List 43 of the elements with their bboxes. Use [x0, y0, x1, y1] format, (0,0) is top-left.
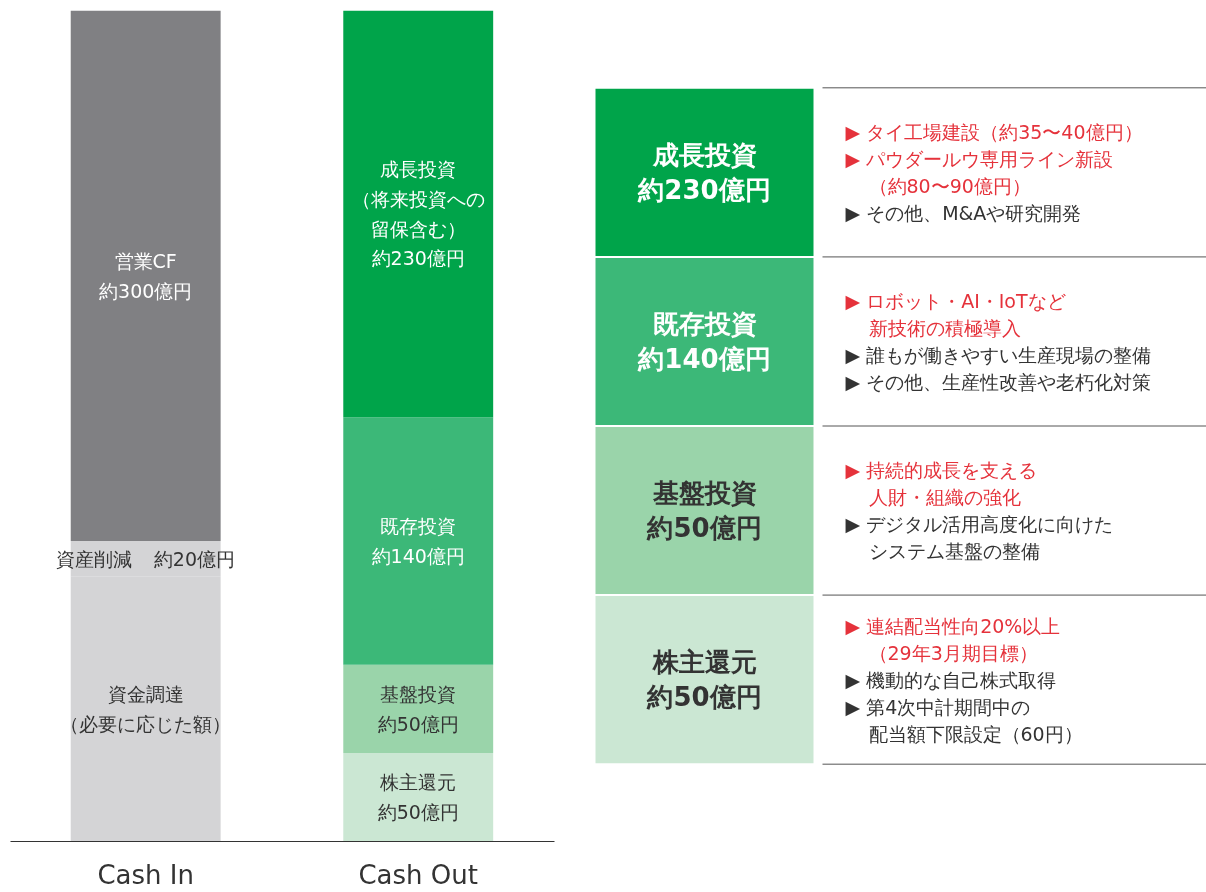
text: 約50億円	[647, 513, 762, 544]
text: ▶ ロボット・AI・IoTなど	[845, 289, 1066, 312]
data-label: 約20億円	[153, 547, 236, 570]
series-label: 資産削減	[56, 547, 133, 570]
text: ▶ 機動的な自己株式取得	[845, 668, 1057, 691]
text: 新技術の積極導入	[868, 316, 1021, 339]
text: ▶ 持続的成長を支える	[845, 459, 1038, 482]
series-label: 成長投資	[380, 158, 457, 181]
series-label: 既存投資	[380, 515, 457, 538]
text: ▶ デジタル活用高度化に向けた	[845, 513, 1114, 536]
text: 人財・組織の強化	[868, 486, 1021, 509]
text: 約230億円	[371, 247, 465, 270]
series-label: 基盤投資	[380, 683, 457, 706]
text: 留保含む）	[370, 217, 466, 240]
text: ▶ タイ工場建設（約35〜40億円）	[845, 120, 1143, 143]
text: ▶ その他、M&Aや研究開発	[845, 201, 1082, 224]
text: ▶ その他、生産性改善や老朽化対策	[845, 370, 1152, 393]
data-label: （必要に応じた額）	[60, 712, 232, 735]
data-label: 約50億円	[377, 801, 459, 824]
x-tick-label: Cash Out	[358, 859, 478, 890]
category-label: 成長投資	[652, 139, 757, 170]
text: 約140億円	[638, 344, 771, 375]
x-tick-label: Cash In	[97, 859, 194, 890]
text: （将来投資への	[351, 187, 485, 210]
category-label: 既存投資	[652, 308, 757, 339]
series-label: 株主還元	[379, 771, 457, 794]
text: （約80〜90億円）	[868, 174, 1031, 197]
text: ▶ 連結配当性向20%以上	[845, 614, 1061, 637]
text: 約50億円	[647, 682, 762, 713]
text: 約230億円	[638, 175, 771, 206]
data-label: 約140億円	[371, 544, 465, 567]
series-label: 資金調達	[107, 683, 184, 706]
series-label: 営業CF	[114, 249, 177, 272]
data-label: 約300億円	[99, 279, 193, 302]
text: ▶ パウダールウ専用ライン新設	[845, 147, 1114, 170]
text: ▶ 誰もが働きやすい生産現場の整備	[845, 343, 1152, 366]
text: 配当額下限設定（60円）	[868, 722, 1083, 745]
category-label: 基盤投資	[652, 477, 757, 508]
data-label: 約50億円	[377, 712, 459, 735]
category-label: 株主還元	[652, 646, 757, 677]
text: ▶ 第4次中計期間中の	[845, 695, 1031, 718]
text: システム基盤の整備	[868, 540, 1040, 563]
text: （29年3月期目標）	[868, 641, 1038, 664]
